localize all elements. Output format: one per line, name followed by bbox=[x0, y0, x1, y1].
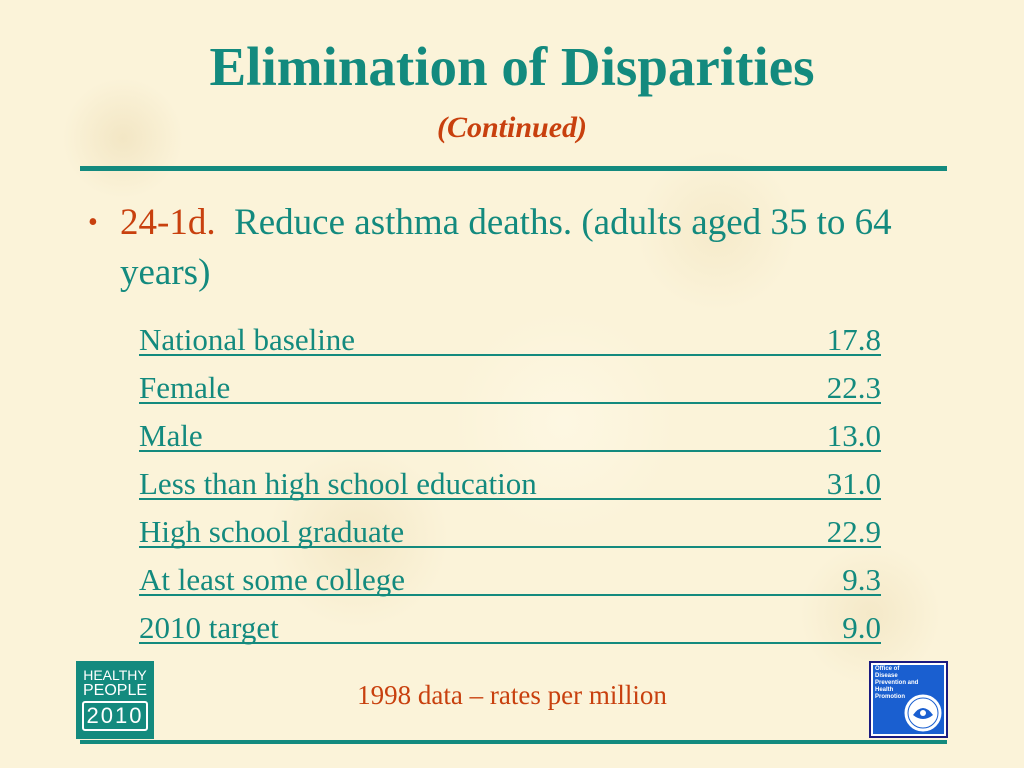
row-value: 13.0 bbox=[826, 418, 881, 453]
odphp-line-2: Disease bbox=[875, 673, 898, 679]
row-label: Less than high school education bbox=[139, 466, 537, 501]
odphp-line-4: Health bbox=[875, 687, 894, 693]
odphp-logo-text: Office of Disease Prevention and Health … bbox=[875, 666, 918, 701]
objective-description: Reduce asthma deaths. (adults aged 35 to… bbox=[120, 202, 892, 293]
row-underline bbox=[139, 402, 881, 404]
row-value: 9.3 bbox=[842, 562, 881, 597]
row-underline bbox=[139, 594, 881, 596]
table-row: 2010 target 9.0 bbox=[139, 606, 881, 654]
objective-bullet: • 24-1d. Reduce asthma deaths. (adults a… bbox=[88, 198, 928, 298]
table-row: At least some college 9.3 bbox=[139, 558, 881, 606]
row-underline bbox=[139, 642, 881, 644]
table-row: High school graduate 22.9 bbox=[139, 510, 881, 558]
objective-code: 24-1d. bbox=[120, 202, 216, 243]
logo-line-people: PEOPLE bbox=[82, 682, 148, 699]
top-divider bbox=[80, 166, 947, 171]
odphp-line-3: Prevention and bbox=[875, 680, 919, 686]
odphp-line-1: Office of bbox=[875, 666, 900, 672]
logo-year: 2010 bbox=[82, 701, 148, 731]
row-label: Male bbox=[139, 418, 203, 453]
table-row: Male 13.0 bbox=[139, 414, 881, 462]
row-label: National baseline bbox=[139, 322, 356, 357]
slide-subtitle: (Continued) bbox=[436, 111, 588, 144]
row-underline bbox=[139, 498, 881, 500]
footer-note: 1998 data – rates per million bbox=[357, 680, 667, 710]
healthy-people-2010-logo: HEALTHY PEOPLE 2010 bbox=[76, 661, 154, 739]
hhs-seal-icon bbox=[904, 694, 942, 732]
row-label: At least some college bbox=[139, 562, 405, 597]
row-label: 2010 target bbox=[139, 610, 279, 645]
table-row: National baseline 17.8 bbox=[139, 318, 881, 366]
bullet-icon: • bbox=[88, 207, 98, 238]
row-value: 22.3 bbox=[826, 370, 881, 405]
row-underline bbox=[139, 450, 881, 452]
odphp-logo: Office of Disease Prevention and Health … bbox=[869, 661, 948, 738]
row-underline bbox=[139, 546, 881, 548]
row-label: High school graduate bbox=[139, 514, 405, 549]
row-value: 22.9 bbox=[826, 514, 881, 549]
row-value: 9.0 bbox=[842, 610, 881, 645]
table-row: Female 22.3 bbox=[139, 366, 881, 414]
row-underline bbox=[139, 354, 881, 356]
row-label: Female bbox=[139, 370, 231, 405]
rates-table: National baseline 17.8 Female 22.3 Male … bbox=[139, 318, 881, 654]
odphp-line-5: Promotion bbox=[875, 694, 905, 700]
row-value: 17.8 bbox=[826, 322, 881, 357]
objective-text-block: 24-1d. Reduce asthma deaths. (adults age… bbox=[120, 198, 928, 298]
table-row: Less than high school education 31.0 bbox=[139, 462, 881, 510]
row-value: 31.0 bbox=[826, 466, 881, 501]
slide-title: Elimination of Disparities bbox=[209, 36, 815, 97]
logo-line-healthy: HEALTHY bbox=[83, 667, 147, 683]
bottom-divider bbox=[80, 740, 947, 744]
